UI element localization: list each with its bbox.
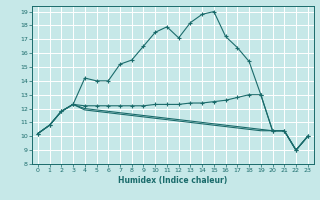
X-axis label: Humidex (Indice chaleur): Humidex (Indice chaleur) xyxy=(118,176,228,185)
